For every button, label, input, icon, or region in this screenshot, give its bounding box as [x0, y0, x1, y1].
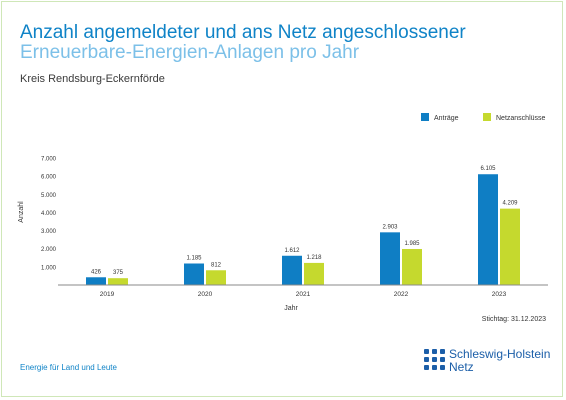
stichtag-label: Stichtag: 31.12.2023 — [481, 316, 546, 323]
y-tick-label: 1.000 — [41, 265, 57, 271]
bar-value-label: 4.209 — [502, 201, 518, 207]
legend-label-netzanschluesse: Netzanschlüsse — [496, 115, 546, 122]
x-tick-label: 2021 — [296, 291, 311, 298]
bars: 426 375 1.185 812 1.612 1.218 2.903 1.985 6.105 4… — [86, 166, 520, 285]
bar-netzanschluesse — [402, 248, 422, 285]
bar-antraege — [478, 174, 498, 285]
y-axis-label: Anzahl — [18, 201, 25, 223]
region-label: Kreis Rendsburg-Eckernförde — [20, 73, 165, 85]
chart-title: Anzahl angemeldeter und ans Netz angesch… — [20, 22, 466, 43]
bar-value-label: 1.985 — [404, 241, 420, 247]
y-tick-label: 5.000 — [41, 193, 57, 199]
bar-antraege — [86, 277, 106, 285]
y-tick-label: 7.000 — [41, 157, 57, 163]
footer-tagline: Energie für Land und Leute — [20, 363, 117, 372]
bar-value-label: 426 — [91, 269, 102, 275]
company-logo: Schleswig-Holstein Netz — [424, 348, 554, 378]
logo-line-2: Netz — [449, 360, 474, 374]
y-tick-label: 6.000 — [41, 175, 57, 181]
x-tick-label: 2019 — [100, 291, 115, 298]
y-ticks: 1.000 2.000 3.000 4.000 5.000 6.000 7.000 — [41, 157, 57, 272]
bar-antraege — [184, 263, 204, 285]
bar-antraege — [282, 255, 302, 285]
legend-label-antraege: Anträge — [434, 115, 459, 122]
bar-value-label: 812 — [211, 262, 222, 268]
legend-swatch-netzanschluesse — [483, 113, 491, 121]
x-tick-label: 2023 — [492, 291, 507, 298]
bar-value-label: 2.903 — [382, 224, 398, 230]
bar-netzanschluesse — [304, 262, 324, 285]
bar-netzanschluesse — [108, 278, 128, 285]
bar-netzanschluesse — [500, 208, 520, 285]
y-tick-label: 3.000 — [41, 229, 57, 235]
bar-chart: Anträge Netzanschlüsse Anzahl Jahr 1.000… — [18, 113, 548, 312]
legend: Anträge Netzanschlüsse — [421, 113, 546, 122]
bar-value-label: 1.218 — [306, 255, 322, 261]
legend-swatch-antraege — [421, 113, 429, 121]
x-tick-label: 2022 — [394, 291, 409, 298]
bar-value-label: 1.612 — [284, 248, 300, 254]
logo-text: Schleswig-Holstein Netz — [449, 348, 550, 374]
logo-line-1: Schleswig-Holstein — [449, 347, 551, 361]
bar-value-label: 375 — [113, 270, 124, 276]
chart-subtitle: Erneuerbare-Energien-Anlagen pro Jahr — [20, 42, 360, 63]
bar-value-label: 6.105 — [480, 166, 496, 172]
bar-value-label: 1.185 — [186, 256, 202, 262]
bar-netzanschluesse — [206, 270, 226, 285]
x-ticks: 2019 2020 2021 2022 2023 — [100, 291, 507, 298]
y-tick-label: 4.000 — [41, 211, 57, 217]
bar-antraege — [380, 232, 400, 285]
logo-mark-icon — [424, 349, 445, 370]
y-tick-label: 2.000 — [41, 247, 57, 253]
x-axis-label: Jahr — [284, 305, 298, 312]
x-tick-label: 2020 — [198, 291, 213, 298]
